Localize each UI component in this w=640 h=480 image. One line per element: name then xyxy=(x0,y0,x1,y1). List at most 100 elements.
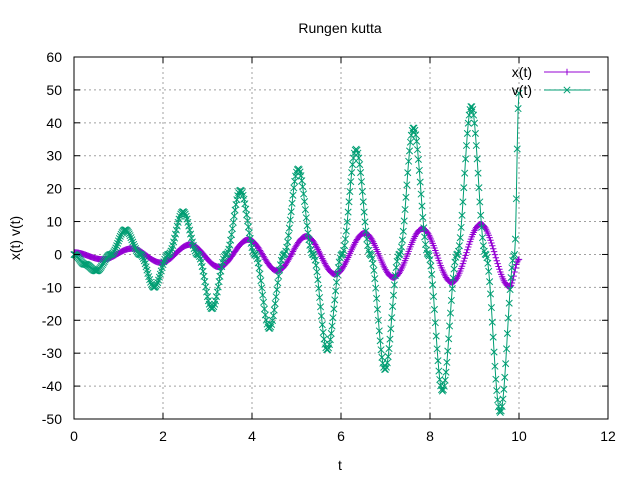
y-tick-label: 20 xyxy=(46,181,62,197)
data-point-v-t xyxy=(504,314,512,322)
data-point-v-t xyxy=(373,305,382,313)
data-point-v-t xyxy=(243,211,251,219)
x-tick-label: 12 xyxy=(600,428,616,444)
data-point-v-t xyxy=(475,184,483,192)
data-point-v-t xyxy=(348,168,356,177)
data-point-v-t xyxy=(514,105,522,113)
data-point-v-t xyxy=(290,184,298,192)
data-point-x-t xyxy=(459,260,467,267)
data-point-v-t xyxy=(396,250,404,258)
data-point-v-t xyxy=(116,232,124,240)
data-point-v-t xyxy=(260,305,269,313)
data-point-v-t xyxy=(125,230,133,238)
data-point-v-t xyxy=(419,213,427,221)
data-point-v-t xyxy=(341,235,350,243)
data-point-v-t xyxy=(286,216,294,224)
data-point-v-t xyxy=(129,238,137,246)
data-point-v-t xyxy=(471,129,479,137)
data-point-x-t xyxy=(490,248,498,255)
data-point-v-t xyxy=(474,169,482,177)
data-point-v-t xyxy=(456,234,464,242)
data-point-x-t xyxy=(481,224,489,231)
data-point-v-t xyxy=(257,277,265,285)
data-point-v-t xyxy=(493,387,501,395)
data-point-v-t xyxy=(330,305,338,313)
data-point-x-t xyxy=(513,261,520,268)
data-point-v-t xyxy=(441,376,449,384)
data-point-v-t xyxy=(421,240,430,248)
data-point-v-t xyxy=(420,224,428,232)
data-point-v-t xyxy=(460,184,468,192)
data-point-v-t xyxy=(347,178,355,186)
data-point-x-t xyxy=(396,268,403,276)
data-point-v-t xyxy=(508,264,516,272)
data-point-x-t xyxy=(489,245,497,252)
data-point-v-t xyxy=(285,224,293,232)
data-point-v-t xyxy=(398,236,406,244)
data-point-v-t xyxy=(318,321,326,329)
data-point-x-t xyxy=(494,260,501,267)
data-point-v-t xyxy=(146,276,154,284)
data-point-v-t xyxy=(243,217,252,225)
x-axis-label: t xyxy=(338,457,342,473)
data-point-v-t xyxy=(181,210,189,218)
data-point-v-t xyxy=(485,267,493,275)
data-point-v-t xyxy=(332,287,340,295)
data-point-v-t xyxy=(500,385,508,393)
data-point-x-t xyxy=(495,263,502,270)
data-point-v-t xyxy=(298,177,306,185)
data-point-x-t xyxy=(496,266,503,273)
data-point-v-t xyxy=(490,348,498,356)
data-point-v-t xyxy=(399,227,407,235)
data-point-v-t xyxy=(333,270,341,279)
data-point-v-t xyxy=(309,251,317,259)
data-point-v-t xyxy=(374,316,382,324)
data-point-v-t xyxy=(138,252,147,261)
data-point-v-t xyxy=(473,155,481,163)
x-tick-label: 4 xyxy=(248,428,256,444)
data-point-v-t xyxy=(327,329,335,337)
data-point-v-t xyxy=(464,119,472,127)
data-point-v-t xyxy=(446,322,454,330)
legend-label-v-t: v(t) xyxy=(512,82,532,98)
data-point-v-t xyxy=(454,247,463,255)
data-point-x-t xyxy=(465,243,472,251)
data-point-v-t xyxy=(381,365,390,373)
data-point-v-t xyxy=(433,345,441,353)
data-point-v-t xyxy=(335,258,343,266)
data-point-v-t xyxy=(479,242,487,250)
data-point-v-t xyxy=(342,227,350,235)
data-point-v-t xyxy=(356,161,364,169)
data-point-v-t xyxy=(160,258,168,266)
data-point-v-t xyxy=(403,181,411,189)
data-point-v-t xyxy=(400,217,408,225)
data-point-v-t xyxy=(139,254,147,262)
data-point-v-t xyxy=(223,250,231,258)
data-point-v-t xyxy=(515,89,523,97)
data-point-v-t xyxy=(361,218,369,226)
data-point-v-t xyxy=(427,262,435,270)
data-point-v-t xyxy=(484,259,492,267)
data-point-v-t xyxy=(126,232,134,240)
data-point-v-t xyxy=(483,254,491,262)
data-point-v-t xyxy=(416,178,424,186)
data-point-v-t xyxy=(470,119,479,127)
series-layer xyxy=(70,89,523,416)
data-point-v-t xyxy=(273,286,281,294)
legend-marker-x-t xyxy=(563,68,571,76)
data-point-v-t xyxy=(112,244,120,252)
data-point-v-t xyxy=(211,297,220,305)
data-point-v-t xyxy=(377,346,385,354)
data-point-v-t xyxy=(371,275,379,283)
grid xyxy=(74,57,608,419)
data-point-x-t xyxy=(508,279,516,287)
data-point-v-t xyxy=(110,248,118,256)
data-point-v-t xyxy=(373,294,381,303)
data-point-v-t xyxy=(131,245,139,253)
data-point-v-t xyxy=(336,254,344,262)
data-point-v-t xyxy=(444,347,452,355)
data-point-v-t xyxy=(510,250,519,259)
y-tick-label: -50 xyxy=(42,411,62,427)
data-point-v-t xyxy=(176,212,184,220)
